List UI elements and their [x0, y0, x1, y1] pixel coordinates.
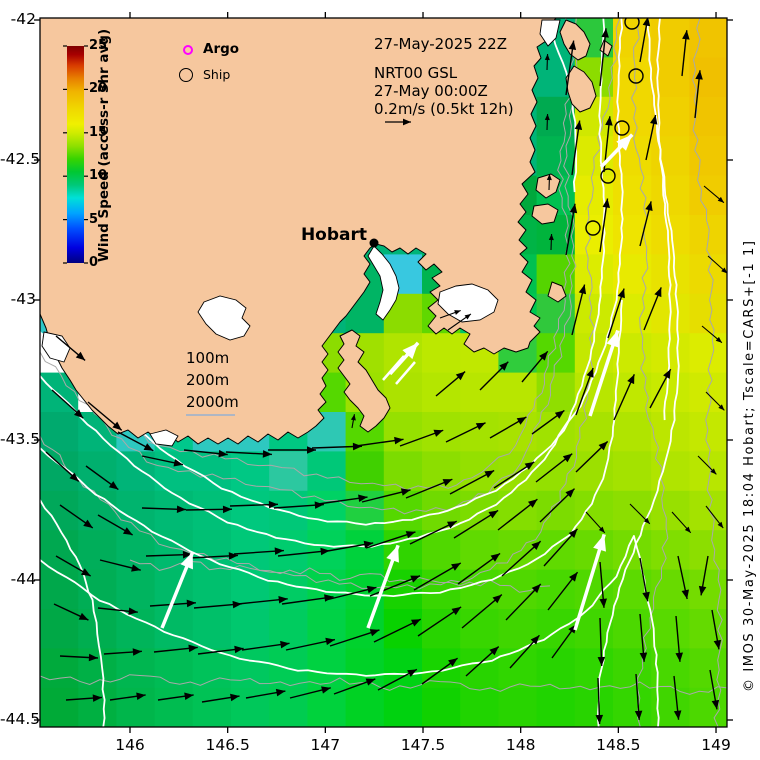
ship-track-markers — [585, 18, 644, 236]
ship-marker — [600, 168, 616, 184]
model-time: 27-May 00:00Z — [374, 82, 488, 100]
axis-tick-marks — [34, 12, 733, 733]
bays-estuaries — [41, 19, 561, 447]
scale-reference-arrow — [385, 118, 411, 126]
argo-legend-icon — [183, 45, 193, 55]
legend-ship-label: Ship — [203, 67, 231, 82]
copyright-text: © IMOS 30-May-2025 18:04 Hobart; Tscale=… — [742, 239, 757, 692]
map-datetime: 27-May-2025 22Z — [374, 35, 507, 53]
current-vector-arrows — [160, 133, 634, 631]
ship-marker — [614, 120, 630, 136]
x-tick-label: 149 — [701, 736, 731, 754]
depth-contour-legend: 100m 200m 2000m — [186, 347, 239, 413]
y-tick-label: -42 — [10, 10, 36, 28]
y-tick-label: -44 — [10, 570, 36, 588]
y-tick-label: -43 — [10, 290, 36, 308]
vector-scale-note: 0.2m/s (0.5kt 12h) — [374, 100, 514, 118]
legend-argo-label: Argo — [203, 41, 240, 57]
ship-marker — [585, 220, 601, 236]
y-tick-label: -42.5 — [0, 150, 41, 168]
x-tick-label: 146.5 — [205, 736, 250, 754]
colorbar-tick-label: 10 — [89, 168, 108, 184]
depth-label: 200m — [186, 371, 230, 389]
colorbar-tick-label: 5 — [89, 211, 99, 227]
colorbar-tick-marks — [63, 45, 88, 264]
city-label-hobart: Hobart — [300, 225, 367, 245]
depth-label: 2000m — [186, 393, 239, 411]
model-name: NRT00 GSL — [374, 64, 458, 82]
depth-label: 100m — [186, 349, 230, 367]
wind-vector-arrows — [45, 18, 727, 724]
land-tasmania — [40, 18, 613, 445]
depth-contour-line-sample — [186, 414, 235, 416]
ship-marker — [624, 18, 640, 30]
x-tick-label: 147 — [310, 736, 341, 754]
bathymetry-contours — [40, 18, 727, 727]
x-tick-label: 146 — [115, 736, 145, 754]
colorbar-tick-label: 15 — [89, 124, 108, 140]
colorbar-gradient — [67, 46, 84, 263]
hobart-city-dot — [369, 238, 379, 248]
plot-area — [40, 18, 727, 727]
x-tick-label: 147.5 — [400, 736, 446, 754]
colorbar-tick-label: 25 — [89, 38, 108, 53]
x-tick-label: 148 — [505, 736, 536, 754]
colorbar-label: Wind Speed (access-r 3hr avg) — [96, 28, 112, 262]
colorbar-tick-label: 20 — [89, 81, 108, 97]
colorbar-tick-label: 0 — [89, 255, 99, 270]
ship-marker — [628, 68, 644, 84]
y-tick-label: -43.5 — [0, 430, 41, 448]
y-tick-label: -44.5 — [0, 710, 41, 728]
x-tick-label: 148.5 — [596, 736, 641, 754]
plot-border — [39, 17, 728, 728]
ship-legend-icon — [179, 68, 193, 82]
